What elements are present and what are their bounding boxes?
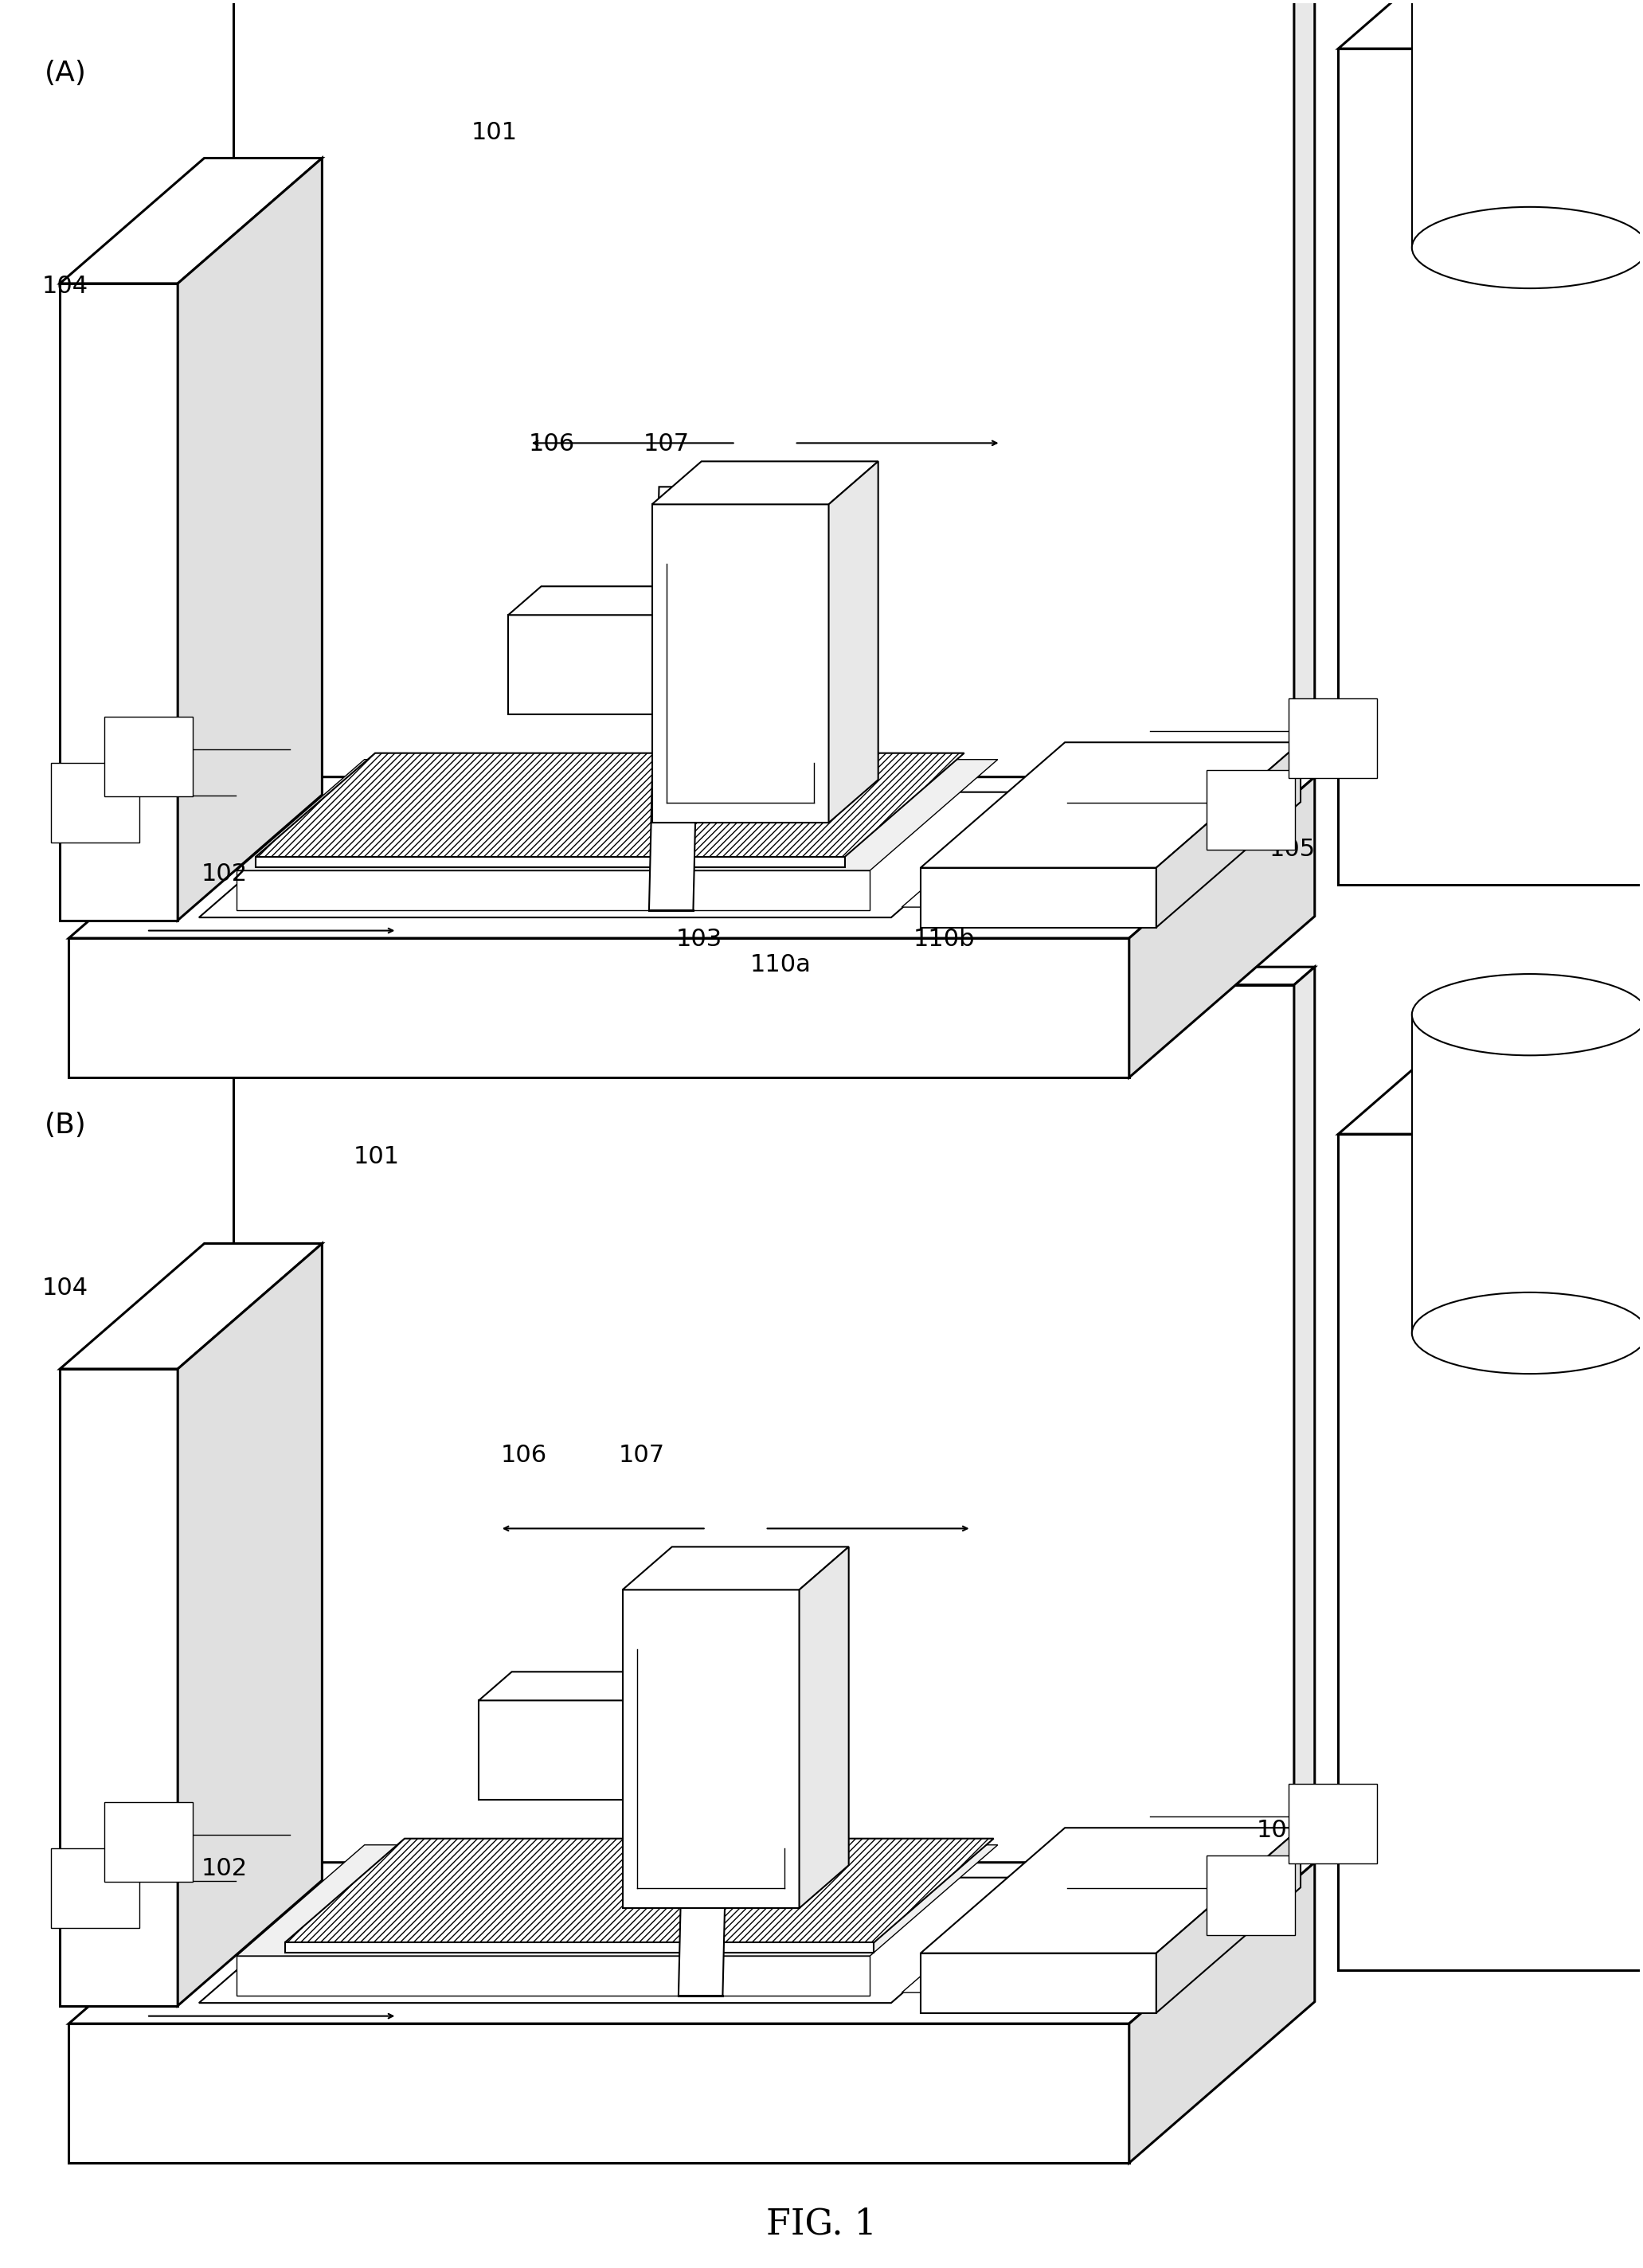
Polygon shape	[958, 778, 1132, 907]
Polygon shape	[256, 857, 845, 866]
Polygon shape	[1206, 1855, 1295, 1935]
Polygon shape	[199, 1878, 1035, 2003]
Polygon shape	[256, 753, 964, 857]
Polygon shape	[59, 1243, 322, 1370]
Polygon shape	[1339, 1134, 1643, 1971]
Ellipse shape	[1411, 1293, 1643, 1374]
Polygon shape	[1339, 0, 1643, 48]
Polygon shape	[69, 939, 1129, 1077]
Ellipse shape	[1411, 973, 1643, 1055]
Polygon shape	[679, 1572, 733, 1996]
Polygon shape	[1014, 778, 1188, 907]
Polygon shape	[51, 762, 140, 844]
Polygon shape	[1129, 1862, 1314, 2164]
Polygon shape	[69, 778, 1314, 939]
Polygon shape	[1295, 966, 1314, 1880]
Polygon shape	[623, 1590, 798, 1907]
Polygon shape	[59, 159, 322, 284]
Text: 108: 108	[1518, 100, 1564, 122]
Polygon shape	[508, 587, 748, 615]
Polygon shape	[1295, 0, 1314, 794]
Polygon shape	[105, 717, 194, 796]
Polygon shape	[1014, 1864, 1188, 1994]
Polygon shape	[685, 1672, 718, 1801]
Polygon shape	[920, 1828, 1301, 1953]
Polygon shape	[1157, 1828, 1301, 2014]
Polygon shape	[1070, 778, 1245, 907]
Polygon shape	[478, 1672, 718, 1701]
Text: 101: 101	[353, 1145, 399, 1168]
Polygon shape	[1288, 1785, 1377, 1864]
Text: 106: 106	[529, 433, 575, 456]
Polygon shape	[715, 587, 748, 714]
Polygon shape	[1411, 0, 1643, 247]
Polygon shape	[69, 2023, 1129, 2164]
Text: 102: 102	[200, 1857, 248, 1880]
Polygon shape	[233, 0, 1295, 794]
Polygon shape	[1129, 778, 1314, 1077]
Polygon shape	[902, 1864, 1076, 1994]
Polygon shape	[1206, 771, 1295, 850]
Text: 110a: 110a	[685, 1919, 746, 1941]
Polygon shape	[652, 460, 879, 503]
Polygon shape	[284, 1839, 994, 1941]
Polygon shape	[237, 1955, 869, 1996]
Text: 109: 109	[1342, 1168, 1388, 1191]
Text: FIG. 1: FIG. 1	[766, 2207, 877, 2241]
Text: 103: 103	[675, 928, 721, 950]
Text: 104: 104	[43, 274, 89, 297]
Polygon shape	[105, 1803, 194, 1882]
Polygon shape	[59, 1370, 177, 2005]
Polygon shape	[1339, 48, 1643, 885]
Polygon shape	[1339, 1036, 1643, 1134]
Polygon shape	[623, 1547, 849, 1590]
Polygon shape	[1288, 699, 1377, 778]
Text: 106: 106	[501, 1442, 547, 1467]
Text: 107: 107	[642, 433, 688, 456]
Polygon shape	[233, 984, 1295, 1880]
Polygon shape	[1070, 1864, 1245, 1994]
Polygon shape	[652, 503, 828, 823]
Text: 102: 102	[200, 862, 248, 885]
Polygon shape	[920, 742, 1301, 869]
Text: 110b: 110b	[914, 928, 974, 950]
Polygon shape	[284, 1941, 874, 1953]
Text: 108: 108	[1518, 1145, 1564, 1168]
Polygon shape	[59, 284, 177, 921]
Polygon shape	[958, 1864, 1132, 1994]
Text: 107: 107	[618, 1442, 665, 1467]
Polygon shape	[508, 615, 715, 714]
Polygon shape	[233, 966, 1314, 984]
Polygon shape	[478, 1701, 685, 1801]
Text: 109: 109	[1378, 127, 1426, 150]
Polygon shape	[920, 1953, 1157, 2014]
Text: 103: 103	[610, 1898, 657, 1921]
Polygon shape	[920, 869, 1157, 928]
Polygon shape	[177, 159, 322, 921]
Text: 105: 105	[1270, 837, 1316, 860]
Text: 104: 104	[43, 1277, 89, 1300]
Text: (B): (B)	[44, 1111, 85, 1139]
Polygon shape	[177, 1243, 322, 2005]
Ellipse shape	[1411, 206, 1643, 288]
Text: 105: 105	[1257, 1819, 1303, 1842]
Polygon shape	[902, 778, 1076, 907]
Polygon shape	[1157, 742, 1301, 928]
Polygon shape	[51, 1848, 140, 1928]
Polygon shape	[237, 760, 997, 871]
Polygon shape	[828, 460, 879, 823]
Text: (A): (A)	[44, 59, 87, 86]
Text: 101: 101	[472, 120, 518, 143]
Polygon shape	[649, 488, 703, 909]
Text: 110a: 110a	[749, 953, 812, 975]
Polygon shape	[1411, 1014, 1643, 1334]
Polygon shape	[199, 792, 1035, 919]
Polygon shape	[798, 1547, 849, 1907]
Polygon shape	[237, 1844, 997, 1955]
Polygon shape	[237, 871, 869, 909]
Text: 110b: 110b	[856, 1892, 918, 1914]
Polygon shape	[69, 1862, 1314, 2023]
